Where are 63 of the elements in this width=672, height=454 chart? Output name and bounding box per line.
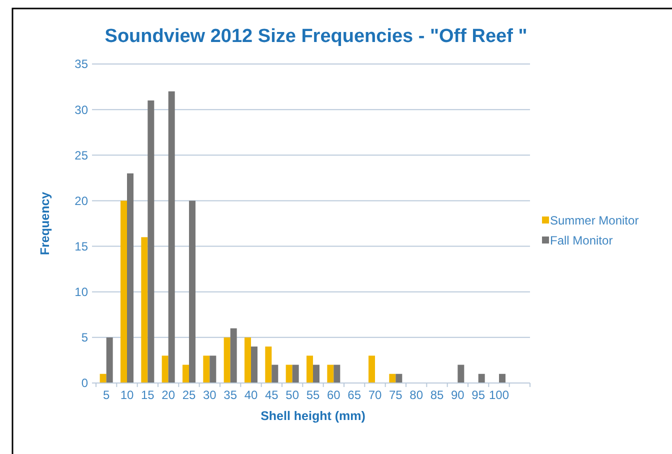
y-tick-label: 20 — [74, 194, 88, 208]
x-tick-label: 15 — [140, 388, 155, 402]
x-tick-label: 80 — [410, 388, 424, 402]
bar — [306, 356, 313, 383]
bar — [162, 356, 168, 383]
bar — [127, 173, 134, 383]
x-tick-label: 40 — [244, 388, 258, 402]
y-tick-label: 25 — [74, 148, 88, 162]
x-tick-label: 100 — [488, 388, 510, 402]
bar — [313, 364, 320, 383]
bar — [389, 374, 396, 383]
y-axis-title: Frequency — [38, 192, 52, 256]
y-tick-label: 5 — [81, 330, 88, 345]
x-tick-label: 75 — [388, 388, 403, 402]
x-tick-label: 10 — [120, 388, 134, 402]
x-tick-label: 65 — [348, 388, 362, 402]
x-tick-label: 60 — [326, 388, 341, 402]
legend-label: Fall Monitor — [550, 234, 613, 248]
bar — [292, 364, 299, 383]
bar — [141, 237, 148, 383]
y-tick-label: 10 — [74, 285, 88, 300]
bar — [396, 374, 402, 383]
y-tick-label: 15 — [74, 239, 88, 254]
bar — [265, 346, 272, 383]
bar — [100, 374, 106, 383]
bar — [368, 356, 375, 383]
x-tick-label: 25 — [182, 388, 196, 402]
x-tick-label: 20 — [162, 388, 176, 402]
bar — [286, 364, 292, 383]
bar — [224, 337, 230, 383]
bar — [106, 337, 113, 383]
bar — [210, 356, 216, 383]
x-tick-label: 85 — [430, 388, 444, 402]
bar — [458, 364, 464, 383]
x-tick-label: 50 — [286, 388, 300, 402]
bar — [189, 200, 196, 383]
x-axis-title: Shell height (mm) — [260, 409, 366, 423]
legend-label: Summer Monitor — [550, 214, 639, 228]
bar — [203, 356, 210, 383]
bar — [244, 337, 251, 383]
x-tick-label: 5 — [102, 388, 110, 402]
chart-title: Soundview 2012 Size Frequencies - "Off Reef " — [104, 26, 528, 47]
y-tick-label: 30 — [74, 102, 88, 117]
x-tick-label: 95 — [472, 388, 486, 402]
bar — [251, 346, 258, 383]
bar — [148, 100, 154, 383]
bar — [230, 328, 237, 383]
bar — [120, 200, 127, 383]
bar — [327, 364, 334, 383]
x-tick-label: 30 — [202, 388, 217, 402]
bar — [272, 364, 278, 383]
x-tick-label: 70 — [368, 388, 382, 402]
bar — [499, 374, 506, 383]
y-tick-label: 35 — [74, 57, 88, 72]
bar — [182, 364, 189, 383]
bar — [334, 364, 340, 383]
bar — [478, 374, 485, 383]
x-tick-label: 35 — [224, 388, 238, 402]
bar — [168, 91, 175, 383]
y-tick-label: 0 — [81, 376, 88, 390]
x-tick-label: 45 — [264, 388, 279, 402]
x-tick-label: 55 — [306, 388, 320, 402]
x-tick-label: 90 — [450, 388, 465, 402]
